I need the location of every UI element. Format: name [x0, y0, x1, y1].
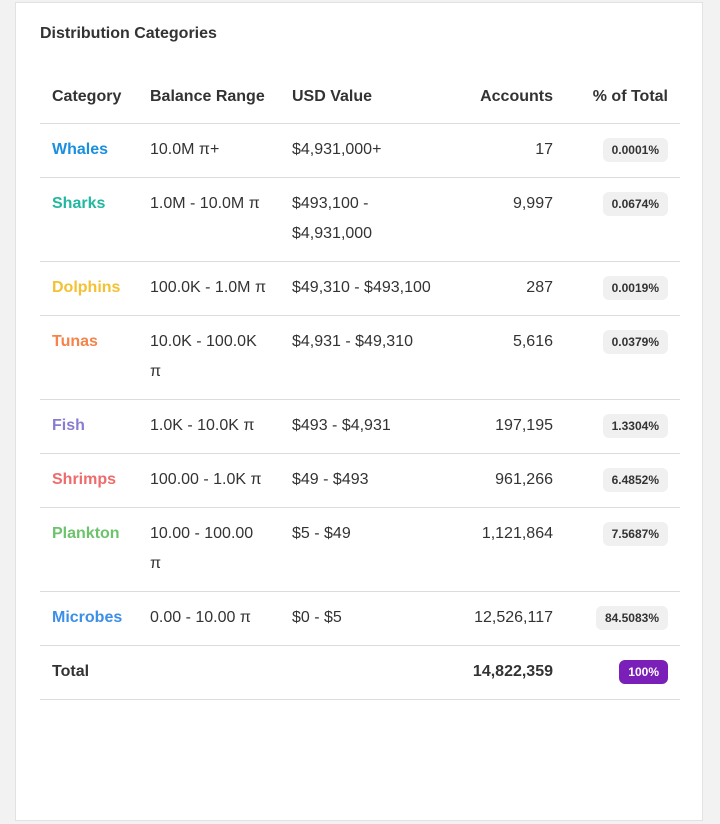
balance-range: 10.00 - 100.00 π	[138, 507, 280, 592]
table-row: Whales 10.0M π+ $4,931,000+ 17 0.0001%	[40, 123, 680, 178]
table-total-row: Total 14,822,359 100%	[40, 645, 680, 700]
balance-range: 100.0K - 1.0M π	[138, 261, 280, 316]
distribution-categories-card: Distribution Categories Category Balance…	[15, 2, 703, 821]
pct-badge: 0.0001%	[602, 137, 668, 162]
usd-value: $493,100 - $4,931,000	[280, 177, 450, 262]
category-name: Plankton	[40, 507, 138, 592]
accounts-count: 1,121,864	[450, 507, 565, 592]
balance-range: 10.0M π+	[138, 123, 280, 178]
usd-value: $4,931 - $49,310	[280, 315, 450, 400]
total-usd-empty	[280, 645, 450, 700]
card-title: Distribution Categories	[40, 25, 217, 42]
category-name: Dolphins	[40, 261, 138, 316]
accounts-count: 5,616	[450, 315, 565, 400]
header-usd-value: USD Value	[280, 83, 450, 124]
table-row: Fish 1.0K - 10.0K π $493 - $4,931 197,19…	[40, 399, 680, 454]
category-name: Tunas	[40, 315, 138, 400]
table-row: Microbes 0.00 - 10.00 π $0 - $5 12,526,1…	[40, 591, 680, 646]
table-row: Dolphins 100.0K - 1.0M π $49,310 - $493,…	[40, 261, 680, 316]
table-header-row: Category Balance Range USD Value Account…	[40, 83, 680, 124]
accounts-count: 17	[450, 123, 565, 178]
balance-range: 0.00 - 10.00 π	[138, 591, 280, 646]
header-pct-total: % of Total	[565, 83, 680, 124]
pct-badge: 84.5083%	[595, 605, 668, 630]
header-balance-range: Balance Range	[138, 83, 280, 124]
usd-value: $49 - $493	[280, 453, 450, 508]
total-pct-badge: 100%	[619, 659, 668, 684]
usd-value: $49,310 - $493,100	[280, 261, 450, 316]
usd-value: $4,931,000+	[280, 123, 450, 178]
usd-value: $493 - $4,931	[280, 399, 450, 454]
balance-range: 10.0K - 100.0K π	[138, 315, 280, 400]
accounts-count: 961,266	[450, 453, 565, 508]
pct-badge: 7.5687%	[602, 521, 668, 546]
balance-range: 1.0M - 10.0M π	[138, 177, 280, 262]
distribution-table: Category Balance Range USD Value Account…	[40, 83, 680, 700]
category-name: Microbes	[40, 591, 138, 646]
accounts-count: 197,195	[450, 399, 565, 454]
pct-badge: 6.4852%	[602, 467, 668, 492]
header-accounts: Accounts	[450, 83, 565, 124]
usd-value: $5 - $49	[280, 507, 450, 592]
category-name: Sharks	[40, 177, 138, 262]
pct-badge: 1.3304%	[602, 413, 668, 438]
pct-badge: 0.0674%	[602, 191, 668, 216]
accounts-count: 12,526,117	[450, 591, 565, 646]
table-row: Tunas 10.0K - 100.0K π $4,931 - $49,310 …	[40, 315, 680, 400]
total-accounts: 14,822,359	[450, 645, 565, 700]
category-name: Whales	[40, 123, 138, 178]
pct-badge: 0.0379%	[602, 329, 668, 354]
pct-badge: 0.0019%	[602, 275, 668, 300]
total-label: Total	[40, 645, 138, 700]
header-category: Category	[40, 83, 138, 124]
accounts-count: 9,997	[450, 177, 565, 262]
category-name: Shrimps	[40, 453, 138, 508]
table-row: Plankton 10.00 - 100.00 π $5 - $49 1,121…	[40, 507, 680, 592]
balance-range: 1.0K - 10.0K π	[138, 399, 280, 454]
table-row: Shrimps 100.00 - 1.0K π $49 - $493 961,2…	[40, 453, 680, 508]
accounts-count: 287	[450, 261, 565, 316]
total-balance-empty	[138, 645, 280, 700]
balance-range: 100.00 - 1.0K π	[138, 453, 280, 508]
usd-value: $0 - $5	[280, 591, 450, 646]
category-name: Fish	[40, 399, 138, 454]
table-row: Sharks 1.0M - 10.0M π $493,100 - $4,931,…	[40, 177, 680, 262]
